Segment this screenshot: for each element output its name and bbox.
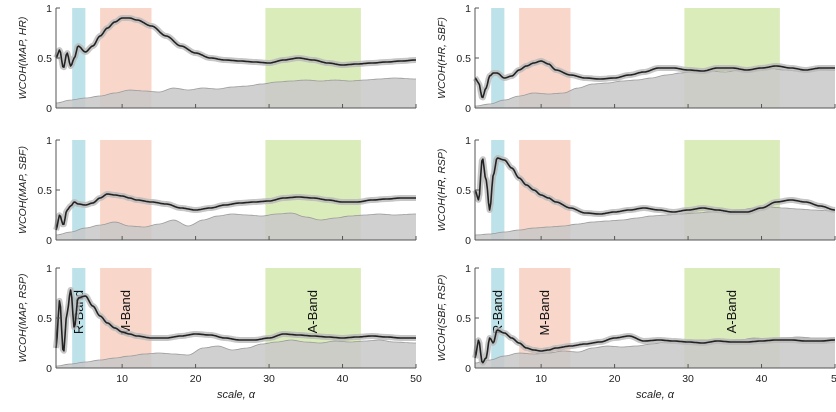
wcoh-line xyxy=(55,17,416,68)
x-tick-label: 40 xyxy=(756,373,768,385)
surrogate-line xyxy=(55,339,416,367)
x-tick-label: 40 xyxy=(337,373,349,385)
y-tick-label: 0 xyxy=(46,103,52,115)
y-axis-label: WCOH(HR, SBF) xyxy=(436,17,448,99)
x-tick-label: 20 xyxy=(190,373,202,385)
surrogate-line xyxy=(55,77,416,104)
y-tick-label: 1 xyxy=(46,263,52,275)
y-tick-label: 0.5 xyxy=(37,185,52,197)
band-m-band xyxy=(519,8,571,108)
y-tick-label: 1 xyxy=(465,135,471,147)
y-tick-label: 0.5 xyxy=(37,53,52,65)
band-label: R-Band xyxy=(490,290,505,334)
x-tick-label: 50 xyxy=(410,373,422,385)
band-r-band xyxy=(72,8,86,108)
band-label: M-Band xyxy=(118,290,133,336)
band-r-band xyxy=(72,140,86,240)
y-tick-label: 0.5 xyxy=(456,185,471,197)
y-tick-label: 0 xyxy=(465,363,471,375)
x-tick-label: 10 xyxy=(535,373,547,385)
panel-4: 0 0.5 1 WCOH(HR, RSP) xyxy=(436,135,836,247)
x-axis-label: scale, α xyxy=(636,389,675,401)
y-axis-label: WCOH(MAP, RSP) xyxy=(17,273,29,362)
wcoh-line xyxy=(474,157,836,215)
panel-3: 0 0.5 1 WCOH(MAP, SBF) xyxy=(17,135,418,247)
surrogate-line xyxy=(55,212,416,236)
y-tick-label: 0 xyxy=(465,103,471,115)
x-tick-label: 30 xyxy=(682,373,694,385)
panel-6: R-Band M-Band A-Band 0 0.5 1 10 20 30 40 5 WCOH(SBF… xyxy=(436,263,836,401)
wcoh-line xyxy=(55,193,416,231)
x-tick-label: 10 xyxy=(116,373,128,385)
y-tick-label: 1 xyxy=(465,263,471,275)
band-label: M-Band xyxy=(537,290,552,336)
y-axis-label: WCOH(MAP, SBF) xyxy=(17,146,29,234)
band-r-band xyxy=(491,8,505,108)
x-axis-label: scale, α xyxy=(217,389,256,401)
panel-1: 0 0.5 1 WCOH(MAP, HR) xyxy=(17,3,418,115)
panel-2: 0 0.5 1 WCOH(HR, SBF) xyxy=(436,3,836,115)
wcoh-line xyxy=(474,60,835,99)
y-tick-label: 1 xyxy=(465,3,471,15)
x-tick-label: 5 xyxy=(831,373,836,385)
x-tick-label: 20 xyxy=(609,373,621,385)
band-m-band xyxy=(100,268,152,368)
y-axis-label: WCOH(SBF, RSP) xyxy=(436,275,448,362)
x-tick-label: 30 xyxy=(263,373,275,385)
surrogate-area xyxy=(475,68,835,108)
y-tick-label: 0 xyxy=(46,235,52,247)
y-tick-label: 0.5 xyxy=(456,53,471,65)
y-tick-label: 0.5 xyxy=(37,313,52,325)
surrogate-line xyxy=(474,206,835,236)
band-label: A-Band xyxy=(305,290,320,333)
y-axis-label: WCOH(HR, RSP) xyxy=(436,149,448,232)
y-tick-label: 0 xyxy=(465,235,471,247)
surrogate-area xyxy=(56,340,416,368)
surrogate-area xyxy=(56,78,416,108)
y-tick-label: 0 xyxy=(46,363,52,375)
band-m-band xyxy=(519,140,571,240)
surrogate-area xyxy=(475,207,835,240)
wcoh-line xyxy=(474,329,835,364)
y-tick-label: 0.5 xyxy=(456,313,471,325)
y-tick-label: 1 xyxy=(46,135,52,147)
band-label: A-Band xyxy=(724,290,739,333)
y-tick-label: 1 xyxy=(46,3,52,15)
y-axis-label: WCOH(MAP, HR) xyxy=(17,17,29,100)
wcoh-line xyxy=(55,289,416,352)
band-r-band xyxy=(72,268,86,368)
